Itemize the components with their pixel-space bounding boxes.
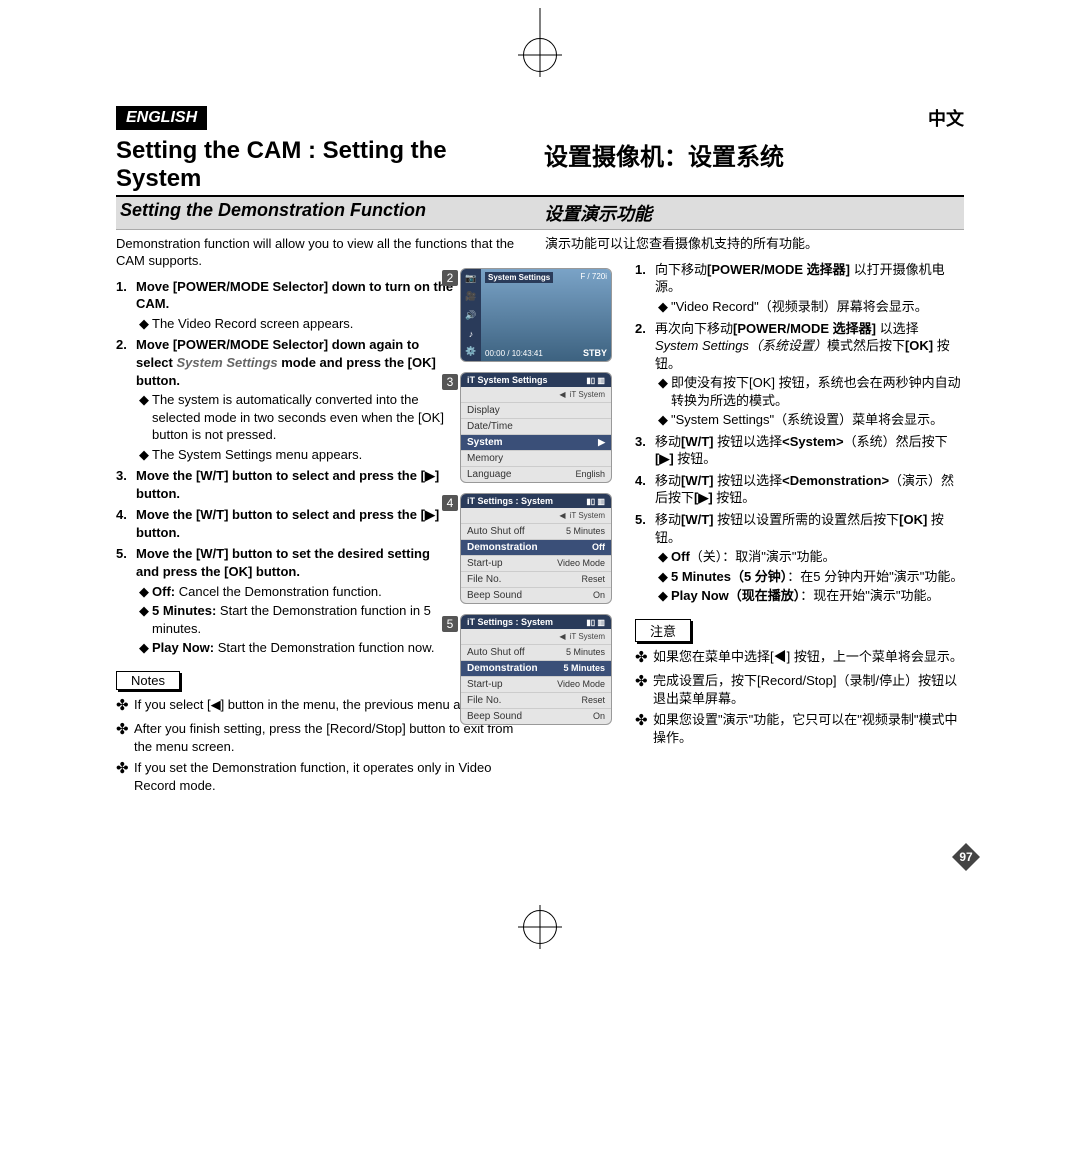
heading-cn: 设置摄像机：设置系统 — [536, 133, 964, 195]
subheading-cn: 设置演示功能 — [540, 197, 964, 229]
lang-label-cn: 中文 — [928, 105, 964, 131]
screen-4: 4 iT Settings : System▮▯ ▥◀iT SystemAuto… — [460, 493, 620, 604]
screen-2: 2 📷🎥🔊♪⚙️ System Settings F / 720i 00:00 … — [460, 268, 620, 362]
screen-3: 3 iT System Settings▮▯ ▥◀iT SystemDispla… — [460, 372, 620, 483]
screen-stby: STBY — [583, 348, 607, 358]
screenshot-column: 2 📷🎥🔊♪⚙️ System Settings F / 720i 00:00 … — [460, 268, 620, 735]
screen-badge: 4 — [442, 495, 458, 511]
page-number: 97 — [952, 843, 980, 871]
tips-cn: ✤如果您在菜单中选择[◀] 按钮，上一个菜单将会显示。✤完成设置后，按下[Rec… — [635, 648, 964, 746]
screen-title: System Settings — [485, 272, 553, 283]
notes-box-en: Notes — [116, 671, 180, 690]
heading-en: Setting the CAM : Setting the System — [116, 133, 536, 195]
lang-label-en: ENGLISH — [116, 106, 207, 130]
screen-format: F / 720i — [580, 272, 607, 281]
screen-5: 5 iT Settings : System▮▯ ▥◀iT SystemAuto… — [460, 614, 620, 725]
screen-time: 00:00 / 10:43:41 — [485, 349, 543, 358]
intro-cn: 演示功能可以让您查看摄像机支持的所有功能。 — [545, 236, 964, 253]
screen-badge: 3 — [442, 374, 458, 390]
screen-badge: 2 — [442, 270, 458, 286]
notes-box-cn: 注意 — [635, 619, 691, 642]
intro-en: Demonstration function will allow you to… — [116, 236, 535, 270]
subheading-en: Setting the Demonstration Function — [116, 197, 540, 229]
screen-badge: 5 — [442, 616, 458, 632]
